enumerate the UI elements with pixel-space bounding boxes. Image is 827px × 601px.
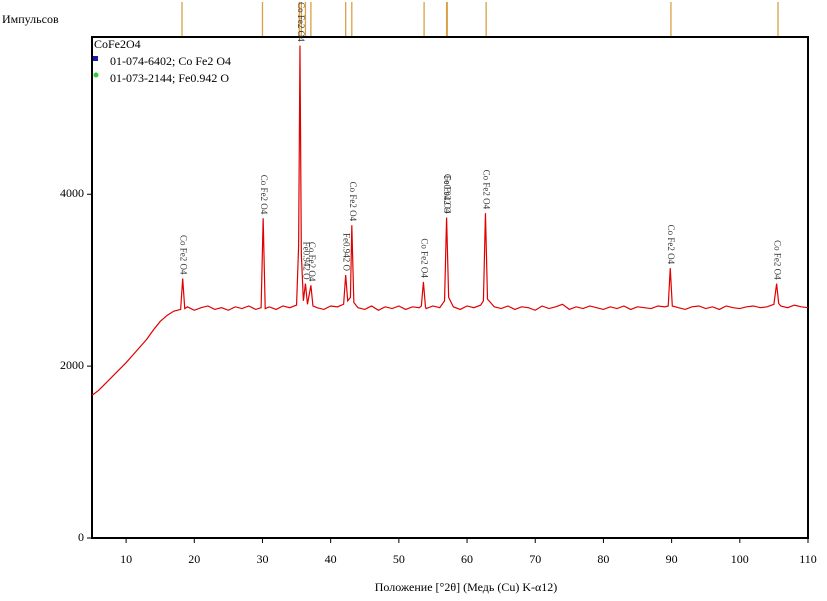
x-tick-label: 40 <box>325 552 337 566</box>
legend-label: 01-073-2144; Fe0.942 O <box>110 71 229 85</box>
x-tick-label: 100 <box>731 552 749 566</box>
plot-frame <box>91 36 809 539</box>
x-tick-label: 90 <box>666 552 678 566</box>
y-axis-label: Импульсов <box>2 12 59 26</box>
x-axis-label: Положение [°2θ] (Медь (Cu) K-α12) <box>375 580 558 594</box>
y-tick-label: 0 <box>78 530 84 544</box>
x-tick-label: 20 <box>188 552 200 566</box>
peak-label: Co Fe2 O4 <box>481 170 491 210</box>
x-tick-label: 80 <box>597 552 609 566</box>
x-tick-label: 110 <box>799 552 817 566</box>
legend-marker <box>93 72 99 78</box>
legend-marker <box>93 56 98 61</box>
x-tick-label: 70 <box>529 552 541 566</box>
legend-title: CoFe2O4 <box>94 37 141 51</box>
peak-label: Co Fe2 O4 <box>348 182 358 222</box>
peak-label: Co Fe2 O4 <box>307 242 317 282</box>
peak-label: Co Fe2 O4 <box>296 2 306 42</box>
peak-label: Fe0.942 O <box>342 233 352 272</box>
data-line <box>91 45 809 396</box>
y-tick-label: 4000 <box>60 186 84 200</box>
legend-label: 01-074-6402; Co Fe2 O4 <box>110 54 231 68</box>
peak-label: Co Fe2 O4 <box>179 235 189 275</box>
peak-label: Co Fe2 O4 <box>259 175 269 215</box>
peak-label: Fe0.942 O <box>442 175 452 214</box>
x-tick-label: 60 <box>461 552 473 566</box>
peak-label: Co Fe2 O4 <box>773 240 783 280</box>
peak-label: Fe0.942 O <box>301 242 311 281</box>
x-tick-label: 50 <box>393 552 405 566</box>
x-tick-label: 10 <box>120 552 132 566</box>
y-tick-label: 2000 <box>60 358 84 372</box>
peak-label: Co Fe2 O4 <box>419 238 429 278</box>
peak-label: Co Fe2 O4 <box>666 225 676 265</box>
x-tick-label: 30 <box>256 552 268 566</box>
peak-label: Co Fe2 O4 <box>443 174 453 214</box>
